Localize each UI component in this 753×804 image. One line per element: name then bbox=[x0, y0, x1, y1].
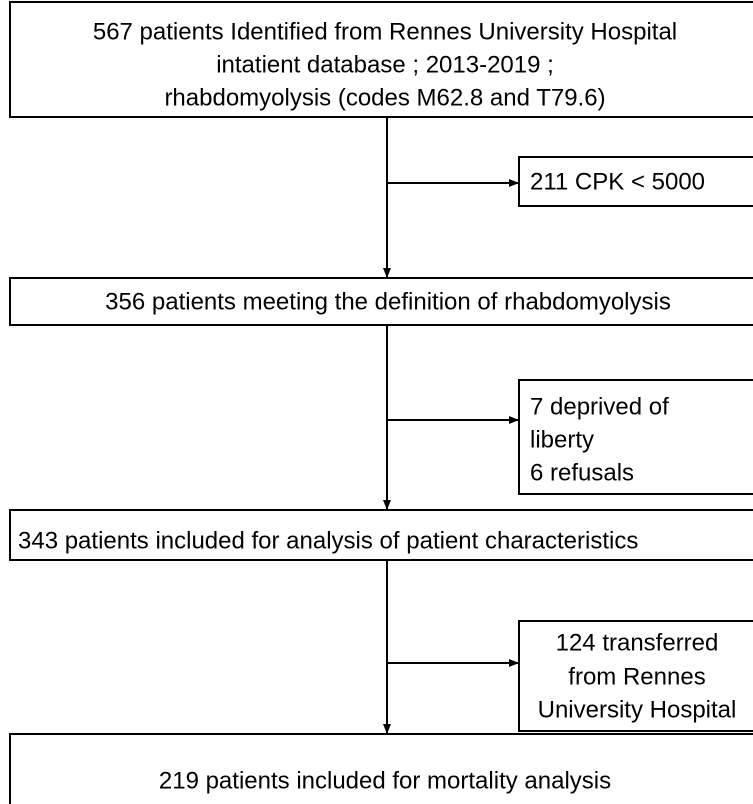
box-text: rhabdomyolysis (codes M62.8 and T79.6) bbox=[164, 84, 605, 111]
box bbox=[518, 156, 753, 207]
box bbox=[518, 379, 753, 495]
box-text: 6 refusals bbox=[530, 459, 634, 486]
box-text: intatient database ; 2013-2019 ; bbox=[216, 51, 554, 78]
box-text: 219 patients included for mortality anal… bbox=[159, 767, 611, 794]
box-text: 211 CPK < 5000 bbox=[530, 168, 705, 195]
box-text: 356 patients meeting the definition of r… bbox=[105, 288, 671, 315]
box-text: from Rennes bbox=[568, 663, 705, 690]
box-text: 567 patients Identified from Rennes Univ… bbox=[93, 18, 677, 45]
box-text: liberty bbox=[530, 426, 594, 453]
box bbox=[9, 509, 753, 561]
box-text: 7 deprived of bbox=[530, 393, 669, 420]
box-text: 343 patients included for analysis of pa… bbox=[18, 527, 638, 554]
box-text: 124 transferred bbox=[556, 629, 719, 656]
box bbox=[9, 1, 753, 118]
box-text: University Hospital bbox=[538, 696, 737, 723]
box bbox=[9, 277, 753, 326]
connectors bbox=[383, 117, 519, 734]
box bbox=[518, 620, 753, 732]
box bbox=[9, 733, 753, 804]
